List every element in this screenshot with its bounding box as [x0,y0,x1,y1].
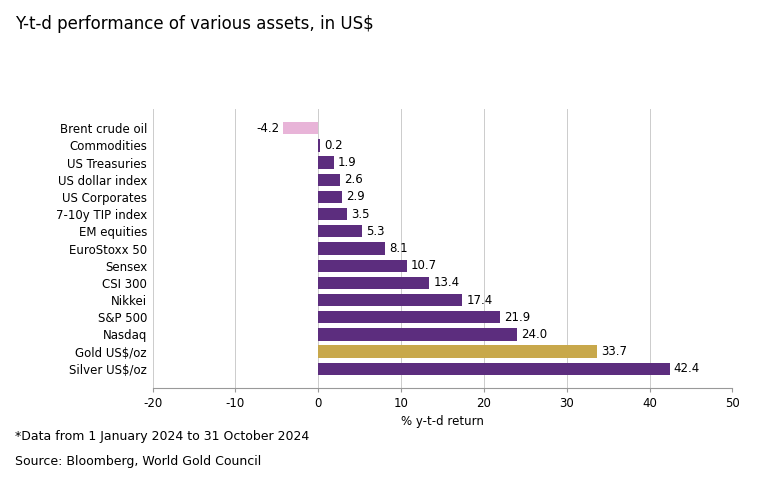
Text: 21.9: 21.9 [504,311,530,324]
Text: 13.4: 13.4 [433,276,459,289]
Text: 10.7: 10.7 [411,259,437,272]
Bar [318,345,597,358]
Text: 1.9: 1.9 [338,156,357,169]
Text: 17.4: 17.4 [466,294,493,307]
Text: Source: Bloomberg, World Gold Council: Source: Bloomberg, World Gold Council [15,455,262,468]
Text: 42.4: 42.4 [674,362,700,375]
Text: 0.2: 0.2 [324,139,343,152]
Bar [318,157,334,169]
Bar [318,173,340,186]
Bar [318,277,430,289]
Text: 3.5: 3.5 [352,208,370,221]
Bar [318,328,517,340]
Bar [318,311,500,324]
Text: 2.6: 2.6 [344,173,362,186]
Text: -4.2: -4.2 [256,122,279,135]
Text: 5.3: 5.3 [366,225,385,238]
Bar [318,243,385,254]
Bar [284,122,318,134]
Bar [318,363,669,375]
Bar [318,294,462,306]
Bar [318,139,320,152]
Text: *Data from 1 January 2024 to 31 October 2024: *Data from 1 January 2024 to 31 October … [15,430,310,443]
Bar [318,208,347,220]
X-axis label: % y-t-d return: % y-t-d return [401,415,484,428]
Text: Y-t-d performance of various assets, in US$: Y-t-d performance of various assets, in … [15,15,374,33]
Bar [318,259,407,272]
Bar [318,225,362,238]
Text: 24.0: 24.0 [521,328,547,341]
Bar [318,191,343,203]
Text: 2.9: 2.9 [346,190,365,203]
Text: 33.7: 33.7 [601,345,628,358]
Text: 8.1: 8.1 [390,242,408,255]
